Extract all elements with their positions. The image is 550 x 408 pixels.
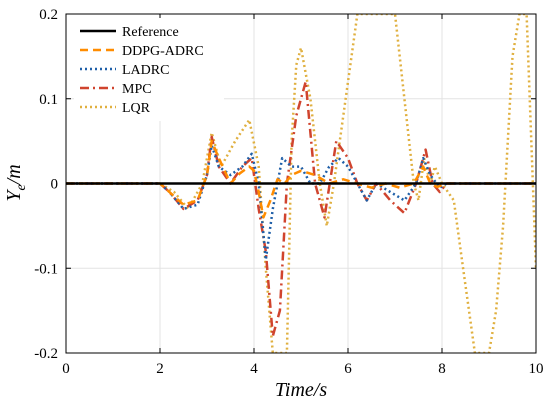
x-tick-label: 2 [156,361,164,377]
x-tick-label: 10 [529,361,544,377]
y-tick-label: 0 [51,177,59,193]
legend-label: Reference [122,25,179,40]
y-tick-label: 0.1 [39,92,58,108]
x-tick-label: 0 [62,361,70,377]
y-axis-label-sub: e [14,184,29,190]
legend: Reference DDPG-ADRC LADRC MPC LQR [74,18,224,121]
y-axis-label-unit: /m [3,164,25,185]
legend-label: DDPG-ADRC [122,44,204,59]
series-group [66,14,536,353]
y-tick-label: 0.2 [39,7,58,23]
x-axis-label: Time/s [275,379,327,401]
legend-label: LQR [122,101,151,116]
x-tick-label: 8 [438,361,446,377]
legend-label: LADRC [122,63,169,78]
legend-box [74,18,224,121]
y-axis-label-main: Y [3,189,25,202]
x-tick-label: 4 [250,361,258,377]
y-tick-label: -0.1 [34,261,58,277]
series-line-ladrc [66,144,536,262]
y-axis-label: Ye/m [3,164,29,201]
axis-ticks: 0 2 4 6 8 10 -0.2 -0.1 0 0.1 0.2 [34,7,543,377]
y-tick-label: -0.2 [34,346,58,362]
legend-label: MPC [122,82,152,97]
x-tick-label: 6 [344,361,352,377]
